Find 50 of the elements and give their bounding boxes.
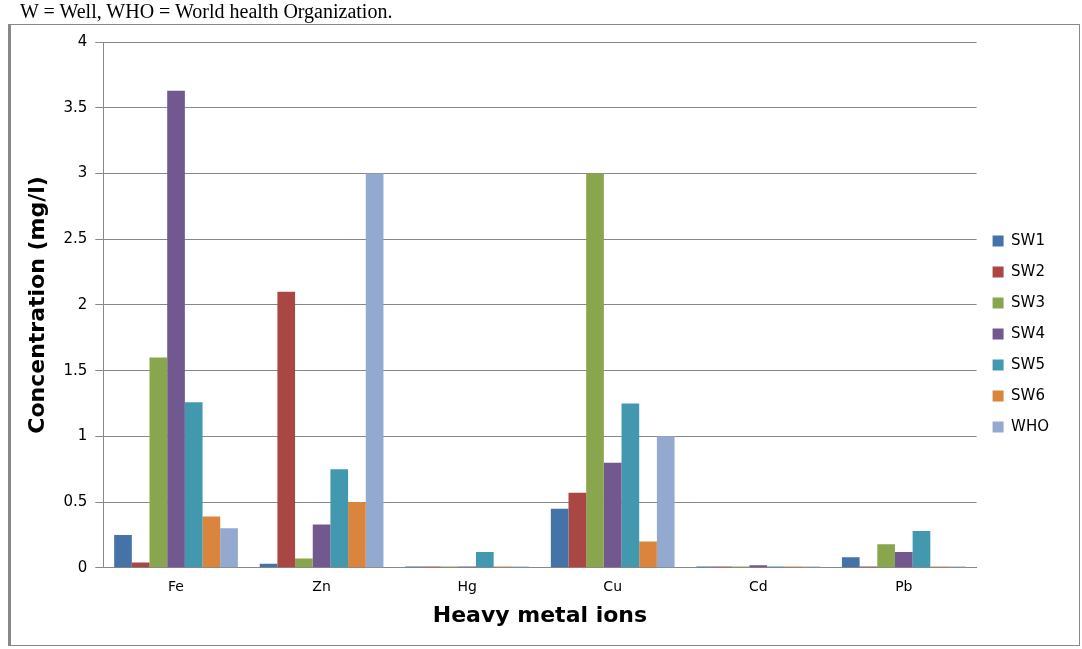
legend-label: SW6 xyxy=(1011,385,1045,404)
bar xyxy=(184,402,203,568)
bar xyxy=(365,173,384,568)
bar xyxy=(202,516,221,568)
x-tick-label: Cd xyxy=(748,577,768,594)
x-tick-label: Cu xyxy=(603,577,623,594)
bar xyxy=(114,534,132,568)
y-tick-label: 2 xyxy=(77,294,88,313)
bar xyxy=(841,557,860,568)
bar xyxy=(656,436,675,568)
legend-label: SW3 xyxy=(1011,292,1045,311)
bar xyxy=(312,524,331,568)
bar xyxy=(894,552,913,568)
y-tick-label: 0.5 xyxy=(63,491,88,510)
y-tick-label: 1.5 xyxy=(63,360,88,379)
y-tick-label: 0 xyxy=(77,557,88,576)
bar xyxy=(475,552,494,568)
bar xyxy=(877,544,895,568)
legend-label: SW4 xyxy=(1011,323,1045,342)
x-tick-label: Fe xyxy=(168,577,184,594)
legend-label: SW2 xyxy=(1011,261,1045,280)
y-axis-title: Concentration (mg/l) xyxy=(23,176,49,434)
bar xyxy=(149,357,168,568)
bar xyxy=(277,291,296,568)
bar xyxy=(550,508,569,568)
y-tick-label: 1 xyxy=(77,426,88,445)
bar xyxy=(639,541,657,568)
y-tick-label: 3 xyxy=(77,163,88,182)
bar xyxy=(167,90,185,568)
text: W = Well, WHO = World health Organization. xyxy=(20,0,393,22)
y-tick-label: 2.5 xyxy=(63,229,88,248)
y-tick-label: 3.5 xyxy=(63,97,88,116)
bar xyxy=(295,558,313,568)
bar xyxy=(348,502,366,568)
y-tick-label: 4 xyxy=(77,31,88,50)
x-tick-label: Pb xyxy=(895,577,913,594)
bar xyxy=(330,469,349,568)
legend-label: WHO xyxy=(1011,416,1049,435)
legend-label: SW5 xyxy=(1011,354,1045,373)
bar xyxy=(568,492,587,568)
bar xyxy=(912,530,931,568)
bar xyxy=(621,403,640,568)
bar xyxy=(603,462,622,568)
x-tick-label: Zn xyxy=(312,577,331,594)
x-axis-title: Heavy metal ions xyxy=(432,601,648,627)
bar xyxy=(586,173,604,568)
x-tick-label: Hg xyxy=(457,577,477,594)
bar xyxy=(749,565,768,568)
bar xyxy=(220,528,238,568)
legend-label: SW1 xyxy=(1011,230,1045,249)
